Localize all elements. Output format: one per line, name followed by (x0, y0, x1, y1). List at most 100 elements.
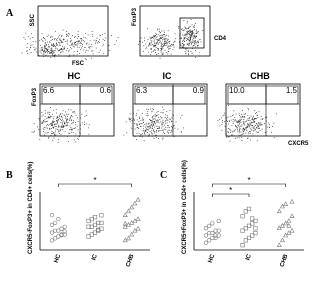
event-dot (254, 129, 256, 131)
event-dot (202, 29, 204, 31)
event-dot (68, 50, 69, 52)
event-dot (169, 43, 171, 44)
event-dot (169, 45, 171, 47)
event-dot (43, 53, 45, 55)
event-dot (166, 34, 168, 36)
event-dot (44, 118, 46, 120)
event-dot (156, 42, 158, 44)
event-dot (151, 126, 153, 128)
event-dot (162, 45, 164, 47)
event-dot (172, 44, 174, 46)
event-dot (229, 140, 231, 142)
event-dot (171, 126, 172, 127)
event-dot (173, 115, 174, 117)
event-dot (125, 121, 127, 123)
event-dot (45, 54, 47, 56)
event-dot (46, 48, 48, 50)
event-dot (85, 59, 87, 60)
event-dot (161, 124, 162, 126)
event-dot (52, 127, 54, 128)
event-dot (162, 35, 163, 36)
event-dot (56, 120, 58, 122)
event-dot (193, 35, 195, 37)
event-dot (81, 39, 83, 41)
event-dot (247, 127, 249, 128)
event-dot (158, 128, 160, 129)
x-tick-label: IC (245, 253, 253, 261)
event-dot (77, 46, 79, 48)
event-dot (196, 32, 197, 34)
event-dot (39, 117, 41, 119)
event-dot (161, 122, 163, 124)
event-dot (149, 36, 151, 38)
event-dot (196, 36, 197, 37)
event-dot (49, 128, 51, 129)
event-dot (151, 42, 152, 44)
event-dot (67, 122, 69, 124)
event-dot (57, 126, 59, 128)
event-dot (147, 126, 149, 128)
event-dot (84, 58, 86, 59)
event-dot (57, 128, 58, 130)
event-dot (159, 28, 161, 30)
event-dot (73, 54, 75, 56)
event-dot (23, 37, 25, 39)
event-dot (181, 43, 183, 44)
event-dot (160, 37, 162, 39)
event-dot (55, 123, 57, 125)
event-dot (164, 43, 166, 44)
event-dot (165, 114, 166, 116)
event-dot (247, 123, 249, 125)
event-dot (156, 120, 158, 122)
event-dot (245, 113, 246, 115)
event-dot (46, 120, 47, 122)
event-dot (244, 130, 246, 132)
event-dot (58, 49, 60, 51)
event-dot (48, 46, 50, 48)
event-dot (146, 126, 148, 128)
event-dot (192, 45, 194, 47)
event-dot (246, 119, 248, 121)
event-dot (71, 120, 73, 122)
event-dot (252, 125, 254, 127)
event-dot (42, 114, 44, 116)
event-dot (66, 40, 68, 42)
event-dot (147, 108, 149, 110)
event-dot (259, 130, 261, 132)
event-dot (58, 125, 60, 126)
event-dot (191, 24, 193, 26)
event-dot (187, 31, 189, 32)
event-dot (240, 125, 241, 127)
event-dot (253, 121, 255, 123)
event-dot (155, 47, 157, 48)
event-dot (153, 109, 154, 110)
event-dot (231, 130, 233, 132)
event-dot (241, 125, 243, 127)
event-dot (74, 37, 75, 38)
event-dot (189, 39, 191, 41)
event-dot (252, 117, 253, 119)
event-dot (149, 131, 151, 132)
event-dot (219, 125, 221, 127)
point (246, 206, 252, 212)
event-dot (69, 118, 71, 120)
event-dot (99, 34, 101, 36)
event-dot (158, 40, 159, 41)
event-dot (243, 122, 245, 124)
event-dot (81, 40, 82, 42)
event-dot (59, 133, 60, 134)
event-dot (77, 129, 79, 131)
event-dot (226, 117, 228, 119)
event-dot (249, 139, 251, 141)
event-dot (234, 119, 236, 121)
event-dot (144, 131, 145, 133)
event-dot (168, 132, 169, 134)
event-dot (68, 33, 69, 34)
event-dot (46, 49, 48, 51)
event-dot (32, 41, 34, 42)
event-dot (162, 130, 164, 131)
event-dot (259, 122, 261, 124)
event-dot (51, 123, 53, 125)
event-dot (236, 127, 238, 129)
event-dot (45, 45, 47, 47)
